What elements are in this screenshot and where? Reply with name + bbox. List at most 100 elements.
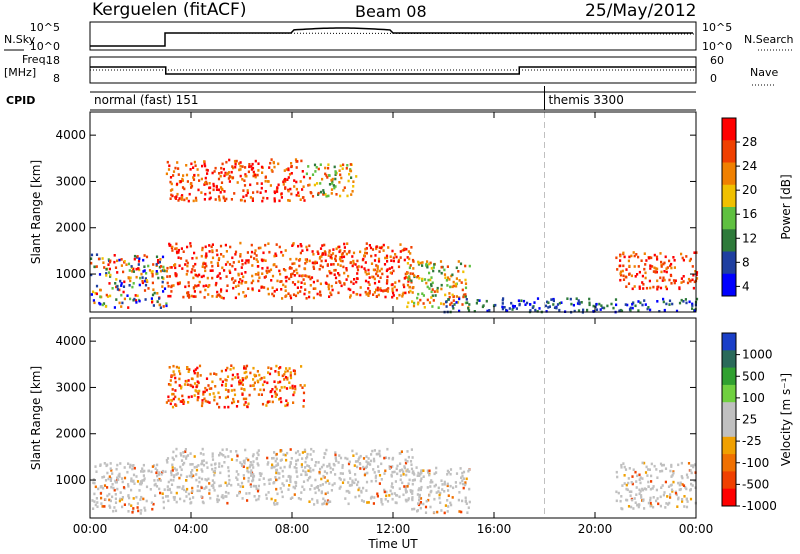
data-cell [204, 288, 207, 292]
data-cell [358, 494, 361, 498]
data-cell [119, 491, 122, 494]
data-cell [126, 470, 129, 474]
data-cell [204, 164, 207, 168]
data-cell [552, 299, 555, 303]
data-cell [178, 476, 181, 480]
data-cell [634, 275, 637, 278]
data-cell [249, 483, 252, 486]
data-cell [520, 299, 523, 302]
data-cell [92, 507, 95, 510]
data-cell [193, 251, 196, 255]
data-cell [301, 249, 304, 252]
data-cell [401, 293, 404, 296]
data-cell [275, 478, 278, 482]
data-cell [115, 285, 118, 289]
data-cell [687, 277, 691, 281]
data-cell [384, 256, 387, 260]
data-cell [260, 286, 263, 289]
data-cell [315, 261, 318, 265]
data-cell [600, 304, 603, 307]
data-cell [200, 495, 203, 498]
data-cell [116, 476, 119, 480]
data-cell [446, 484, 449, 488]
data-cell [267, 371, 270, 374]
data-cell [175, 273, 178, 276]
data-cell [171, 194, 174, 198]
data-cell [464, 278, 467, 282]
data-cell [694, 463, 697, 466]
data-cell [412, 267, 415, 270]
colorbar-tick-label: 12 [742, 231, 757, 245]
data-cell [279, 389, 282, 392]
data-cell [174, 263, 177, 266]
data-cell [155, 263, 158, 266]
data-cell [277, 162, 280, 166]
data-cell [200, 477, 204, 481]
data-cell [260, 258, 263, 262]
data-cell [273, 503, 276, 506]
data-cell [293, 486, 297, 490]
data-cell [334, 259, 337, 262]
data-cell [234, 268, 237, 271]
data-cell [169, 266, 172, 269]
data-cell [285, 399, 288, 402]
data-cell [237, 272, 240, 276]
data-cell [513, 305, 516, 308]
data-cell [151, 300, 154, 304]
data-cell [238, 280, 241, 284]
data-cell [224, 481, 227, 485]
data-cell [315, 486, 318, 489]
data-cell [681, 256, 684, 260]
data-cell [289, 462, 292, 465]
data-cell [221, 448, 224, 452]
data-cell [277, 183, 280, 187]
data-cell [690, 471, 693, 475]
data-cell [211, 452, 214, 455]
data-cell [348, 172, 351, 176]
data-cell [670, 488, 674, 492]
data-cell [630, 481, 633, 484]
data-cell [113, 306, 116, 309]
data-cell [257, 393, 260, 396]
data-cell [465, 298, 468, 301]
data-cell [578, 301, 581, 304]
data-cell [377, 260, 381, 263]
data-cell [175, 195, 178, 198]
data-cell [375, 247, 378, 251]
data-cell [397, 258, 401, 262]
data-cell [231, 176, 235, 179]
data-cell [642, 283, 645, 286]
data-cell [343, 250, 346, 253]
data-cell [376, 494, 379, 498]
data-cell [685, 498, 688, 501]
data-cell [218, 484, 221, 488]
data-cell [386, 447, 389, 451]
data-cell [333, 482, 336, 485]
data-cell [107, 263, 110, 266]
data-cell [632, 507, 635, 510]
data-cell [178, 369, 181, 373]
data-cell [518, 303, 521, 307]
data-cell [293, 262, 296, 265]
data-cell [662, 297, 665, 301]
colorbar-tick-label: 8 [742, 255, 750, 269]
data-cell [641, 281, 644, 284]
data-cell [303, 450, 307, 453]
data-cell [257, 453, 260, 457]
data-cell [328, 462, 331, 466]
data-cell [270, 168, 273, 172]
data-cell [334, 257, 337, 261]
data-cell [378, 250, 381, 253]
data-cell [665, 502, 668, 505]
data-cell [334, 268, 337, 272]
data-cell [102, 486, 105, 490]
data-cell [127, 494, 130, 497]
data-cell [187, 401, 190, 404]
data-cell [93, 301, 96, 305]
data-cell [443, 273, 447, 276]
data-cell [324, 193, 327, 196]
data-cell [195, 385, 198, 389]
data-cell [421, 261, 424, 264]
data-cell [397, 260, 400, 263]
data-cell [158, 477, 161, 481]
